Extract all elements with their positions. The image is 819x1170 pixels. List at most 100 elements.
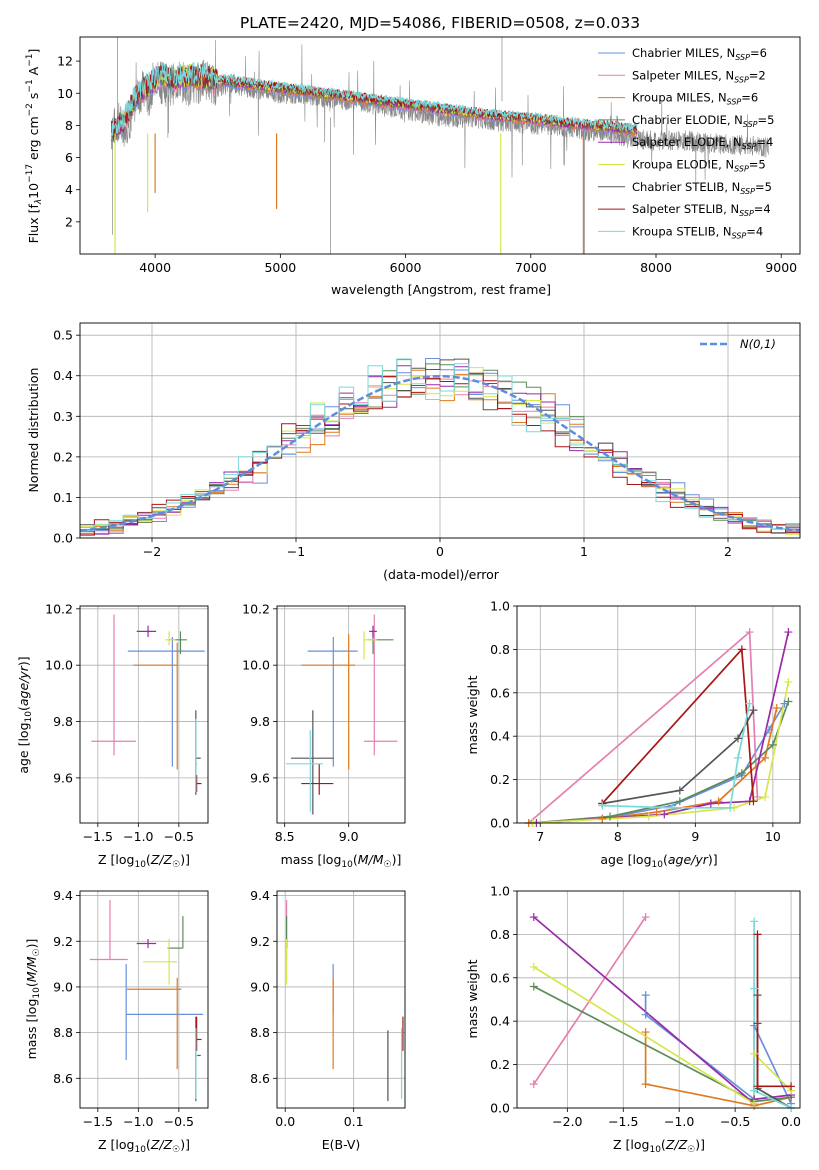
tick-label-y: 0.8 (490, 642, 510, 657)
massweight-marker-0 (641, 1010, 650, 1019)
axes-frame (516, 605, 801, 824)
massweight-vs-age-panel: age [log10(age/yr)] mass weight 7 8 9 10 0.0… (465, 599, 801, 870)
massweight-line-2 (644, 1032, 792, 1107)
massweight-marker-5 (529, 962, 538, 971)
tick-label-y: 0.0 (53, 531, 73, 546)
massweight-marker-8 (750, 917, 759, 926)
plot-area (285, 614, 398, 815)
massweight-marker-3 (606, 812, 615, 821)
massweight-marker-6 (733, 734, 742, 743)
tick-label-x: 0 (436, 544, 444, 559)
tick-label-y: 0.4 (490, 1014, 510, 1029)
massweight-marker-2 (714, 797, 723, 806)
massweight-marker-4 (784, 628, 793, 637)
legend-label-7: Salpeter STELIB, NSSP=4 (632, 202, 771, 218)
tick-label-y: 0.6 (490, 685, 510, 700)
legend-label-5: Kroupa ELODIE, NSSP=5 (632, 158, 766, 174)
spectrum-xlabel: wavelength [Angstrom, rest frame] (331, 282, 551, 297)
tick-label-x: −1.0 (123, 829, 153, 844)
axes-frame (516, 890, 801, 1109)
massweight-marker-5 (644, 812, 653, 821)
tick-label-y: 8.6 (250, 1071, 270, 1086)
axes-frame (79, 605, 209, 824)
tick-label-y: 10.2 (45, 601, 73, 616)
ageZ-xlabel: Z [log10(Z/Z☉)] (98, 852, 190, 870)
legend-label-1: Salpeter MILES, NSSP=2 (632, 68, 766, 84)
plot-area (285, 900, 404, 1102)
legend-label-8: Kroupa STELIB, NSSP=4 (632, 224, 763, 240)
tick-label-y: 9.0 (250, 979, 270, 994)
legend-nssp: =2 (749, 68, 766, 82)
axes-frame (79, 322, 801, 539)
legend-label-6: Chabrier STELIB, NSSP=5 (632, 180, 772, 196)
massweight-marker-6 (749, 706, 758, 715)
legend-subscript: SSP (734, 75, 749, 84)
tick-label-x: −0.5 (164, 829, 194, 844)
tick-label-y: 9.4 (250, 888, 270, 903)
histogram-ylabel: Normed distribution (26, 368, 41, 493)
tick-label-y: 0.1 (53, 490, 73, 505)
mass-vs-metallicity-panel: Z [log10(Z/Z☉)] mass [log10(M/M☉)] −1.5−… (24, 888, 209, 1155)
massweight-marker-7 (753, 930, 762, 939)
tick-label-y: 0.8 (490, 927, 510, 942)
tick-label-y: 0.6 (490, 970, 510, 985)
massweight-marker-4 (706, 799, 715, 808)
model-fit-line-8 (110, 61, 638, 140)
tick-label-x: 8 (614, 829, 622, 844)
massweight-marker-1 (529, 1080, 538, 1089)
massweight-marker-2 (598, 814, 607, 823)
tick-label-x: −1.5 (83, 1114, 113, 1129)
legend-label-4: Salpeter ELODIE, NSSP=4 (632, 135, 773, 151)
legend-nssp: =5 (755, 180, 772, 194)
tick-label-x: 8.5 (275, 829, 295, 844)
tick-label-y: 9.2 (250, 934, 270, 949)
tick-label-x: 0.0 (781, 1114, 801, 1129)
legend-model-name: Chabrier MILES, N (632, 46, 735, 60)
massweight-line-8 (753, 921, 792, 1108)
massweight-marker-2 (641, 1028, 650, 1037)
spectrum-ylabel: Flux [fλ10−17 erg cm−2 s−1 A−1] (25, 49, 44, 244)
legend-model-name: Salpeter STELIB, N (632, 202, 739, 216)
wZ-xlabel: Z [log10(Z/Z☉)] (613, 1137, 705, 1155)
tick-label-y: 0.3 (53, 409, 73, 424)
tick-label-y: 0.2 (53, 449, 73, 464)
massZ-ylabel: mass [log10(M/M☉)] (24, 939, 42, 1060)
massweight-marker-7 (787, 1082, 796, 1091)
legend-label-3: Chabrier ELODIE, NSSP=5 (632, 113, 774, 129)
wZ-ylabel: mass weight (465, 959, 480, 1038)
massweight-line-3 (532, 701, 790, 823)
massweight-marker-8 (750, 1086, 759, 1095)
massweight-marker-1 (745, 628, 754, 637)
tick-label-y: 0.0 (490, 1101, 510, 1116)
legend-subscript: SSP (727, 98, 742, 107)
tick-label-y: 0.4 (490, 729, 510, 744)
massweight-marker-8 (745, 699, 754, 708)
legend-subscript: SSP (732, 231, 747, 240)
massweight-marker-3 (784, 697, 793, 706)
tick-label-y: 10.2 (242, 601, 270, 616)
tick-label-x: −0.5 (720, 1114, 750, 1129)
histogram-step-7 (80, 372, 800, 536)
wAge-xlabel: age [log10(age/yr)] (600, 852, 717, 870)
massZ-xlabel: Z [log10(Z/Z☉)] (98, 1137, 190, 1155)
massweight-marker-5 (750, 1049, 759, 1058)
massweight-marker-3 (737, 769, 746, 778)
tick-label-y: 0.4 (53, 368, 73, 383)
tick-label-y: 8 (65, 118, 73, 133)
tick-label-y: 6 (65, 150, 73, 165)
wAge-ylabel: mass weight (465, 675, 480, 754)
histogram-step-8 (80, 358, 800, 531)
gaussian-legend-label: N(0,1) (740, 337, 776, 351)
tick-label-x: 9.0 (339, 829, 359, 844)
tick-label-x: −1 (287, 544, 305, 559)
massweight-marker-6 (753, 1019, 762, 1028)
plot-area (89, 900, 204, 1102)
massweight-marker-0 (641, 991, 650, 1000)
legend-model-name: Salpeter MILES, N (632, 68, 734, 82)
massweight-marker-7 (737, 645, 746, 654)
legend-subscript: SSP (740, 187, 755, 196)
tick-label-y: 0.2 (490, 1057, 510, 1072)
legend-label-2: Kroupa MILES, NSSP=6 (632, 91, 758, 107)
tick-label-y: 1.0 (490, 599, 510, 614)
